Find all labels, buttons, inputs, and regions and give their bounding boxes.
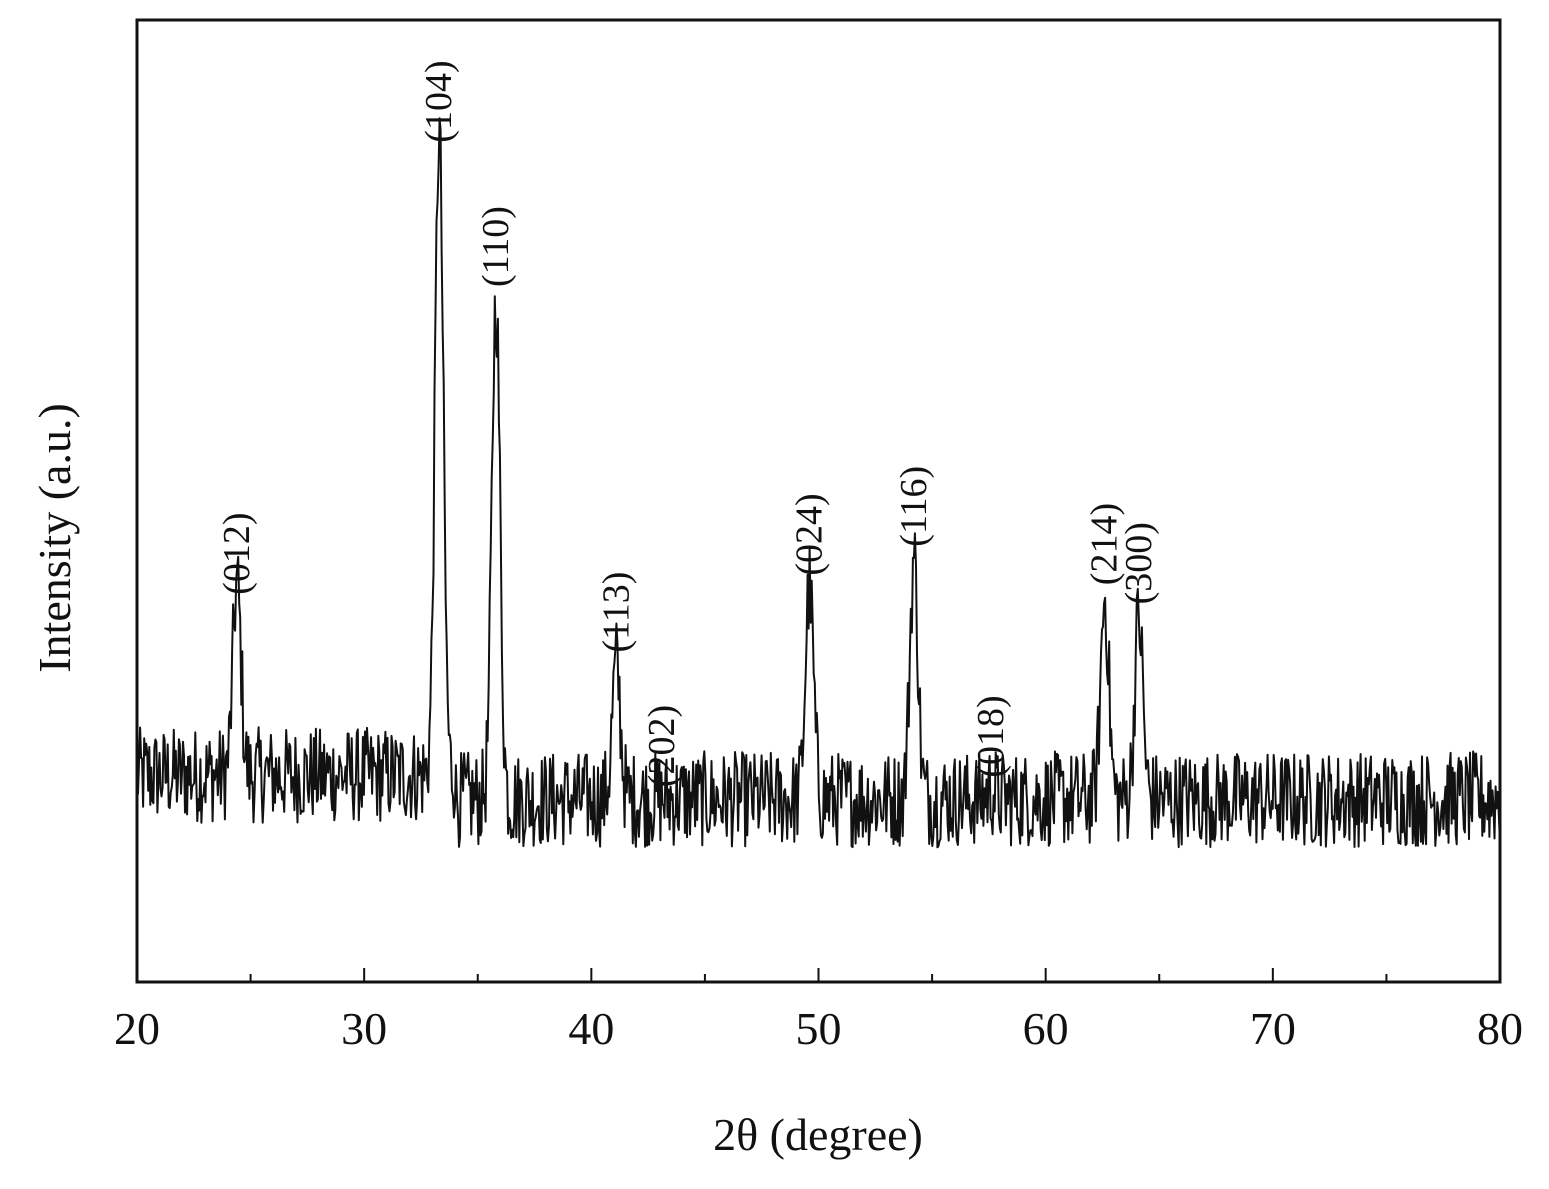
peak-label: (113) bbox=[595, 572, 637, 653]
peak-label: (116) bbox=[893, 466, 935, 547]
peak-labels: (012) (104) (110) (113) (202) (024) (116) (018)… bbox=[216, 60, 1160, 787]
peak-label: (110) bbox=[475, 206, 517, 287]
peak-label: (202) bbox=[641, 705, 683, 787]
x-axis-title: 2θ (degree) bbox=[713, 1109, 923, 1160]
x-tick-label: 80 bbox=[1477, 1003, 1523, 1054]
peak-label: (214) bbox=[1084, 503, 1126, 585]
peak-label: (024) bbox=[788, 493, 830, 575]
peak-label: (104) bbox=[418, 60, 460, 142]
x-tick-label: 70 bbox=[1250, 1003, 1296, 1054]
x-axis-tick-labels: 20 30 40 50 60 70 80 bbox=[114, 1003, 1523, 1054]
x-tick-label: 40 bbox=[568, 1003, 614, 1054]
x-tick-label: 30 bbox=[341, 1003, 387, 1054]
peak-label: (012) bbox=[216, 512, 258, 594]
x-tick-label: 60 bbox=[1023, 1003, 1069, 1054]
x-axis-ticks bbox=[136, 968, 1501, 982]
diffraction-pattern-line bbox=[136, 117, 1501, 849]
x-tick-label: 50 bbox=[796, 1003, 842, 1054]
x-tick-label: 20 bbox=[114, 1003, 160, 1054]
y-axis-title: Intensity (a.u.) bbox=[29, 403, 80, 673]
peak-label: (300) bbox=[1118, 522, 1160, 604]
peak-label: (018) bbox=[970, 695, 1012, 777]
